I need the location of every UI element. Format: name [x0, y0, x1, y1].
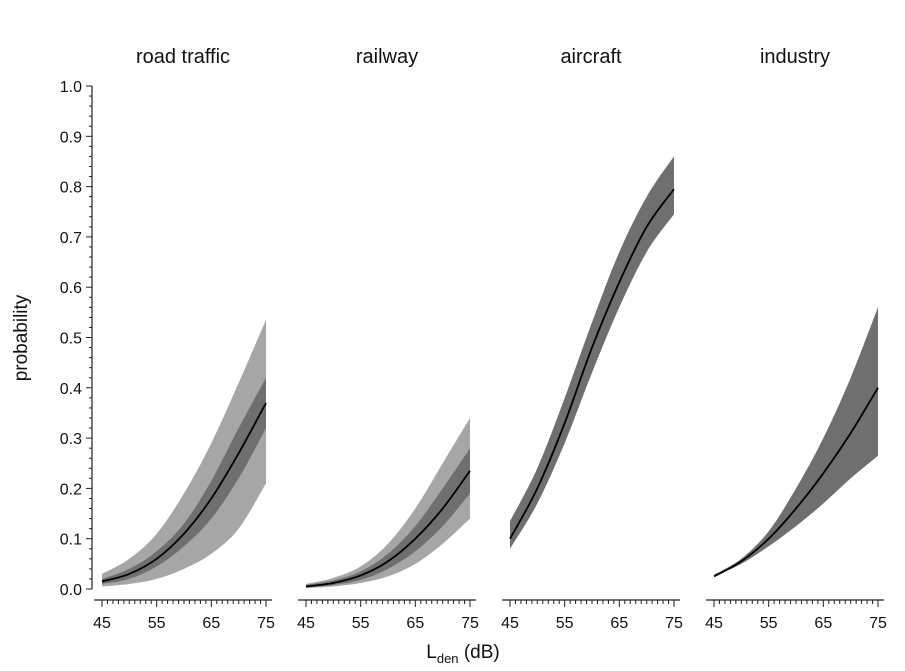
outer-confidence-band [306, 418, 470, 588]
inner-confidence-band [714, 307, 878, 577]
y-axis: 0.0 0.1 0.2 0.3 0.4 0.5 0.6 0.7 0.8 0.9 1.0 [60, 79, 93, 599]
x-tick-label: 55 [556, 615, 574, 632]
x-tick-label: 75 [665, 615, 683, 632]
y-tick-label: 0.4 [60, 381, 82, 398]
panel-title: industry [760, 46, 830, 68]
panel-aircraft: aircraft 45 55 65 75 [501, 46, 683, 632]
outer-confidence-band [102, 319, 266, 587]
y-tick-label: 0.0 [60, 582, 82, 599]
panel-industry: industry 45 55 65 75 [705, 46, 887, 632]
y-tick-label: 1.0 [60, 79, 82, 96]
x-tick-label: 75 [257, 615, 275, 632]
y-tick-label: 0.1 [60, 532, 82, 549]
panel-road-traffic: road traffic 45 55 65 75 [93, 46, 275, 632]
x-tick-label: 65 [610, 615, 628, 632]
panel-title: road traffic [136, 46, 230, 68]
inner-confidence-band [510, 156, 674, 549]
mean-curve [509, 188, 675, 540]
mean-curve [101, 402, 267, 583]
x-tick-label: 65 [406, 615, 424, 632]
x-tick-label: 65 [814, 615, 832, 632]
x-tick-label: 55 [352, 615, 370, 632]
x-axis-title: Lden (dB) [426, 642, 499, 666]
panel-title: aircraft [560, 46, 622, 68]
y-tick-label: 0.9 [60, 129, 82, 146]
x-tick-label: 75 [869, 615, 887, 632]
x-axis-title-subscript: den [437, 651, 459, 666]
panel-title: railway [356, 46, 418, 68]
mean-curve [713, 387, 879, 578]
x-axis-title-main: L [426, 642, 437, 663]
y-axis-title: probability [11, 294, 32, 381]
inner-confidence-band [306, 448, 470, 588]
y-tick-label: 0.8 [60, 180, 82, 197]
y-tick-label: 0.3 [60, 431, 82, 448]
x-tick-label: 45 [501, 615, 519, 632]
x-axis-title-suffix: (dB) [459, 642, 500, 663]
x-tick-label: 55 [148, 615, 166, 632]
mean-curve [305, 470, 471, 588]
x-tick-label: 65 [202, 615, 220, 632]
inner-confidence-band [102, 377, 266, 584]
x-tick-label: 45 [93, 615, 111, 632]
y-tick-label: 0.6 [60, 280, 82, 297]
x-tick-label: 45 [705, 615, 723, 632]
y-tick-label: 0.2 [60, 481, 82, 498]
x-tick-label: 45 [297, 615, 315, 632]
y-tick-label: 0.7 [60, 230, 82, 247]
y-tick-label: 0.5 [60, 331, 82, 348]
panel-railway: railway 45 55 65 75 [297, 46, 479, 632]
x-tick-label: 55 [760, 615, 778, 632]
x-tick-label: 75 [461, 615, 479, 632]
